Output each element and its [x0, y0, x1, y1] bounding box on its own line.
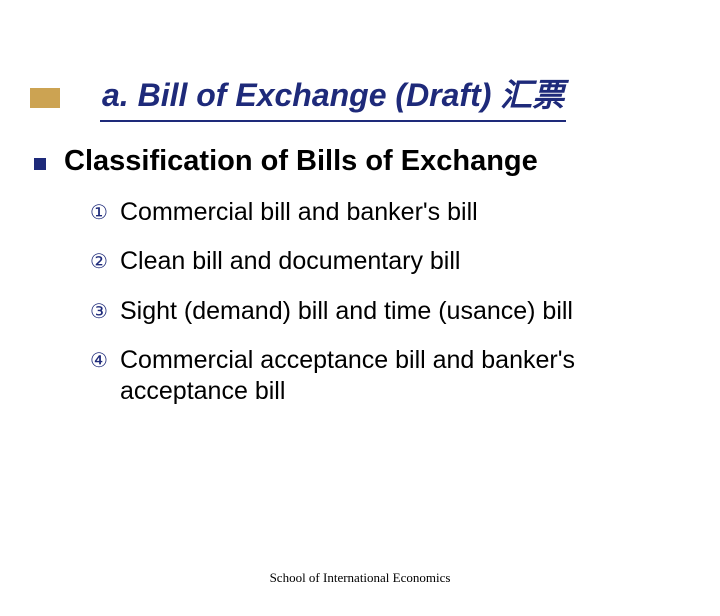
subtitle-text: Classification of Bills of Exchange [64, 144, 538, 179]
accent-bar [30, 88, 60, 108]
list-item-text: Clean bill and documentary bill [120, 246, 460, 277]
title-row: a. Bill of Exchange (Draft) 汇票 [0, 76, 720, 122]
list-item: ③ Sight (demand) bill and time (usance) … [90, 296, 720, 327]
list-item: ④ Commercial acceptance bill and banker'… [90, 345, 720, 408]
circled-number-icon: ② [90, 249, 120, 274]
list-item: ① Commercial bill and banker's bill [90, 197, 720, 228]
list-item: ② Clean bill and documentary bill [90, 246, 720, 277]
slide-title: a. Bill of Exchange (Draft) 汇票 [100, 76, 566, 122]
circled-number-icon: ④ [90, 348, 120, 373]
subtitle-row: Classification of Bills of Exchange [34, 144, 720, 179]
slide: a. Bill of Exchange (Draft) 汇票 Classific… [0, 76, 720, 616]
circled-number-icon: ① [90, 200, 120, 225]
bullet-square-icon [34, 158, 46, 170]
list-item-text: Commercial bill and banker's bill [120, 197, 478, 228]
circled-number-icon: ③ [90, 299, 120, 324]
list-item-text: Sight (demand) bill and time (usance) bi… [120, 296, 573, 327]
classification-list: ① Commercial bill and banker's bill ② Cl… [90, 197, 720, 407]
footer-text: School of International Economics [0, 570, 720, 586]
list-item-text: Commercial acceptance bill and banker's … [120, 345, 680, 408]
